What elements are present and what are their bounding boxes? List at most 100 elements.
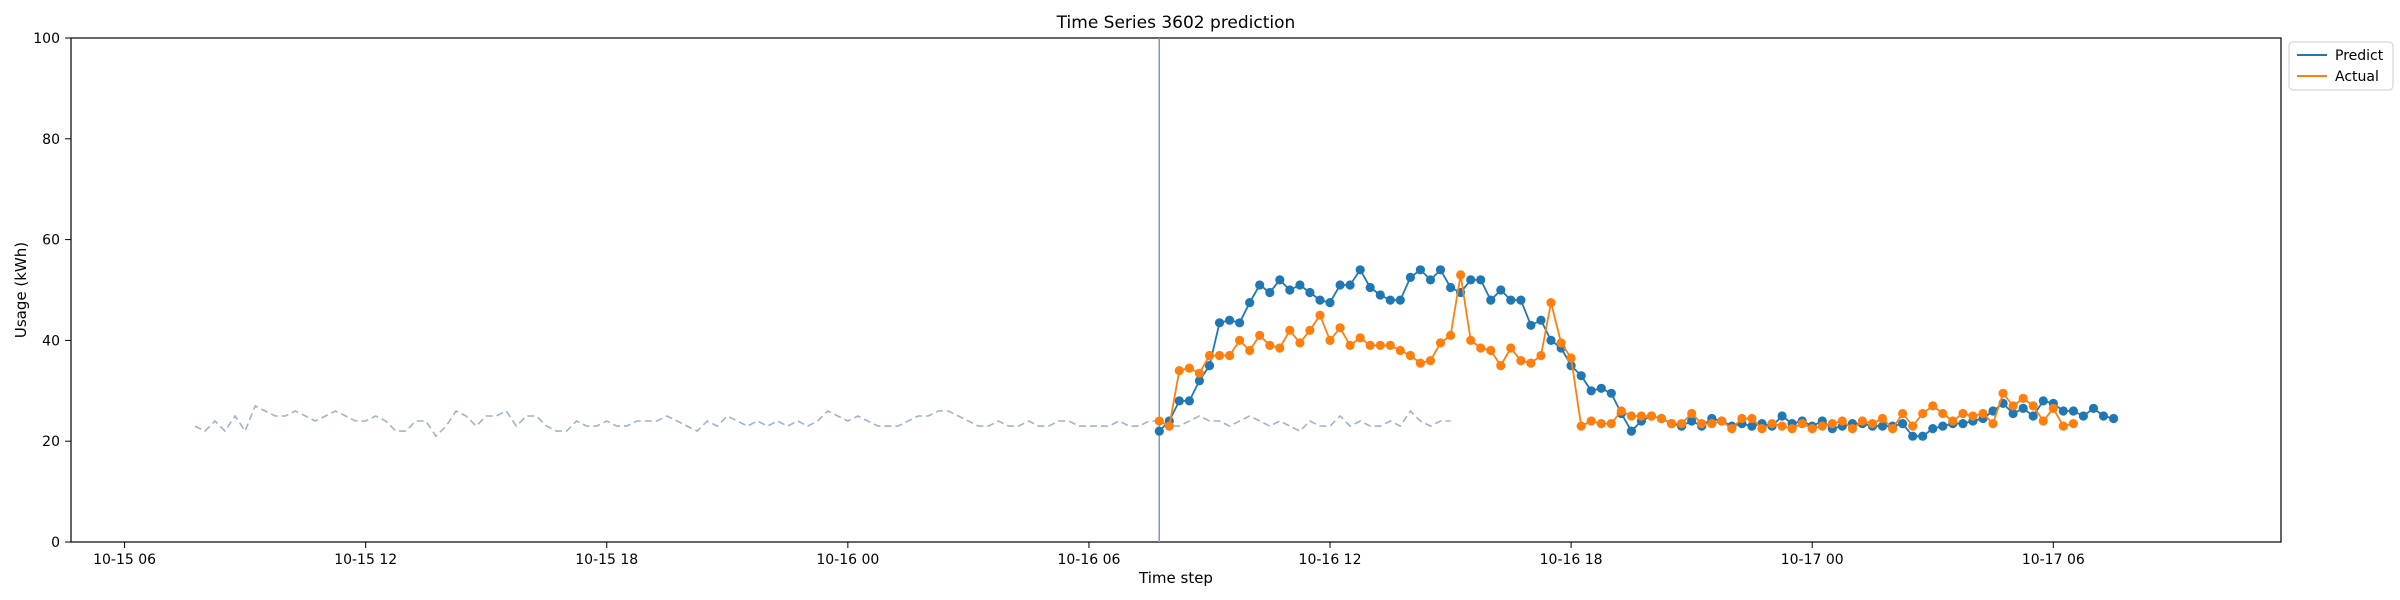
actual-point xyxy=(1164,421,1174,431)
actual-point xyxy=(1646,411,1657,421)
actual-point xyxy=(1174,366,1184,376)
y-axis-label: Usage (kWh) xyxy=(12,242,30,338)
actual-point xyxy=(1988,419,1998,429)
predict-point xyxy=(1415,265,1425,275)
predict-point xyxy=(1908,431,1918,441)
actual-point xyxy=(1335,323,1345,333)
legend-predict-label: Predict xyxy=(2335,48,2384,64)
predict-point xyxy=(1395,295,1405,305)
predict-point xyxy=(1265,287,1275,298)
plot-area xyxy=(70,37,2282,543)
actual-point xyxy=(1877,413,1888,424)
actual-series xyxy=(1154,270,2078,434)
predict-point xyxy=(1446,282,1456,293)
actual-point xyxy=(1265,340,1275,350)
predict-point xyxy=(1576,371,1586,381)
actual-point xyxy=(1737,413,1747,424)
predict-point xyxy=(1204,361,1215,371)
actual-point xyxy=(1928,401,1938,411)
predict-point xyxy=(1546,335,1556,345)
predict-point xyxy=(2038,396,2048,406)
predict-point xyxy=(1295,280,1305,290)
y-tick-label: 100 xyxy=(33,31,60,47)
actual-point xyxy=(2048,403,2058,413)
actual-point xyxy=(1476,343,1486,353)
predict-point xyxy=(1466,275,1476,285)
actual-point xyxy=(1968,411,1978,421)
predict-point xyxy=(2018,403,2028,413)
actual-point xyxy=(1385,340,1395,350)
predict-point xyxy=(1325,298,1335,308)
predict-point xyxy=(1596,383,1606,393)
predict-point xyxy=(1245,298,1255,308)
predict-point xyxy=(1275,275,1285,285)
predict-point xyxy=(1958,419,1968,429)
history-series-line xyxy=(194,404,1451,438)
actual-point xyxy=(1486,345,1496,356)
predict-point xyxy=(1405,272,1415,282)
actual-point xyxy=(1395,345,1405,356)
predict-point xyxy=(1255,280,1265,290)
actual-point xyxy=(1667,419,1677,429)
predict-point xyxy=(1938,421,1948,431)
actual-point xyxy=(1717,416,1727,426)
y-tick-label: 60 xyxy=(42,233,60,249)
actual-point xyxy=(1636,411,1646,421)
actual-point xyxy=(1697,419,1707,429)
actual-point xyxy=(1888,424,1898,434)
x-tick-label: 10-16 06 xyxy=(1057,552,1120,568)
predict-point xyxy=(1225,315,1235,325)
actual-point xyxy=(1677,419,1687,429)
actual-point xyxy=(1255,330,1265,340)
predict-point xyxy=(1606,388,1616,398)
actual-point xyxy=(1556,338,1566,348)
actual-point xyxy=(1908,421,1918,431)
predict-point xyxy=(1516,295,1526,305)
actual-point xyxy=(1516,356,1526,366)
actual-point xyxy=(2018,393,2028,403)
predict-point xyxy=(1184,396,1194,406)
predict-point xyxy=(1315,295,1325,305)
actual-point xyxy=(1245,345,1255,356)
predict-point xyxy=(1988,406,1998,416)
x-tick-label: 10-15 12 xyxy=(334,552,397,568)
actual-point xyxy=(1496,361,1506,371)
predict-point xyxy=(1536,315,1546,325)
predict-point xyxy=(2058,406,2068,416)
actual-point xyxy=(1285,325,1295,335)
actual-point xyxy=(1446,330,1456,340)
actual-point xyxy=(1767,419,1777,429)
predict-point xyxy=(1486,295,1496,305)
actual-point xyxy=(1787,424,1797,434)
predict-point xyxy=(1214,318,1225,328)
actual-point xyxy=(1727,424,1737,434)
predict-point xyxy=(1154,426,1164,436)
actual-point xyxy=(1606,419,1616,429)
predict-point xyxy=(2078,411,2088,421)
actual-point xyxy=(1847,424,1857,434)
predict-point xyxy=(1777,411,1787,421)
actual-point xyxy=(1506,343,1516,353)
predict-point xyxy=(1928,424,1938,434)
actual-point xyxy=(1154,416,1164,426)
x-tick-label: 10-16 00 xyxy=(816,552,879,568)
y-tick-label: 40 xyxy=(42,333,60,349)
actual-point xyxy=(1596,419,1606,429)
actual-point xyxy=(1415,358,1425,368)
predict-point xyxy=(1365,282,1375,293)
actual-point xyxy=(1867,419,1878,429)
predict-point xyxy=(2008,408,2018,419)
predict-point xyxy=(1496,285,1506,295)
actual-point xyxy=(1315,310,1325,320)
predict-point xyxy=(2088,403,2099,413)
predict-point xyxy=(1355,265,1365,275)
actual-point xyxy=(1687,408,1697,419)
actual-point xyxy=(1586,416,1596,426)
predict-point xyxy=(1586,386,1596,396)
actual-point xyxy=(2068,419,2078,429)
actual-point xyxy=(1194,368,1204,378)
predict-point xyxy=(2068,406,2078,416)
x-tick-label: 10-16 18 xyxy=(1540,552,1603,568)
actual-point xyxy=(2058,421,2068,431)
